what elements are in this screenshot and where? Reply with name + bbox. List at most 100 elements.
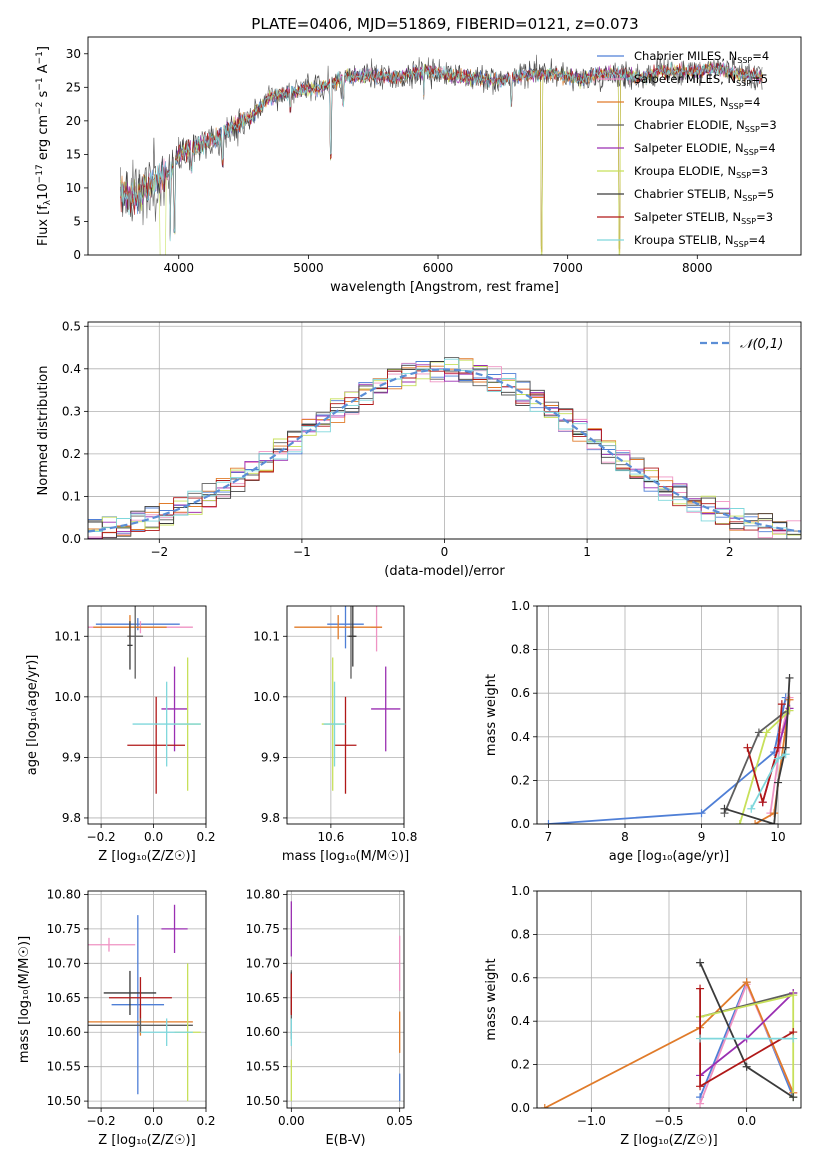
y-axis-label: mass [log₁₀(M/M☉)] [17,936,32,1063]
massweight-marker [540,1104,549,1108]
x-tick-label: 10.8 [391,830,418,844]
legend-label: Kroupa STELIB, NSSP=4 [634,233,765,249]
spectrum-line [120,61,763,242]
massweight-marker [696,984,705,993]
y-tick-label: 10.50 [47,1094,81,1108]
y-tick-label: 10.55 [47,1060,81,1074]
massweight-marker [751,820,760,824]
y-tick-label: 5 [73,214,81,228]
spectrum-legend: Chabrier MILES, NSSP=4 Salpeter MILES, NS… [597,49,777,249]
y-tick-label: 10.55 [246,1060,280,1074]
x-tick-label: 10 [770,830,785,844]
massweight-marker [720,804,729,813]
massweight-marker [696,1082,705,1091]
x-tick-label: 0.2 [196,830,215,844]
legend-label: Chabrier STELIB, NSSP=5 [634,187,774,203]
y-tick-label: 0.4 [62,362,81,376]
massweight-marker [789,1093,798,1102]
massweight-line [544,980,795,1108]
plot-area [540,958,798,1108]
age-vs-mass-panel: 10.6 10.8 9.8 9.9 10.0 10.1 mass [log₁₀(M/M☉)] [253,605,418,864]
axes-frame [286,605,405,825]
y-tick-label: 0.5 [62,319,81,333]
x-tick-label: 0.0 [737,1114,756,1128]
y-tick-label: 10.80 [47,887,81,901]
x-tick-label: 9 [698,830,706,844]
plot-area [88,357,801,539]
y-tick-label: 10.75 [47,922,81,936]
plot-area [88,606,201,794]
x-tick-label: 10.6 [318,830,345,844]
x-tick-label: −0.2 [87,1114,116,1128]
legend-label: Chabrier MILES, NSSP=4 [634,49,769,65]
y-tick-label: 25 [66,80,81,94]
y-tick-label: 10.60 [47,1025,81,1039]
massweight-marker [785,673,794,682]
x-tick-label: 0.05 [386,1114,413,1128]
y-tick-label: 0.2 [511,1058,530,1072]
x-tick-label: 8 [621,830,629,844]
y-tick-label: 10.70 [246,956,280,970]
massweight-marker [774,743,783,752]
axes-frame [87,605,207,825]
x-tick-label: 7000 [552,261,583,275]
y-axis-label: mass weight [484,958,499,1040]
plot-area [544,673,794,824]
x-tick-label: 0.0 [144,830,163,844]
x-tick-label: 0.0 [144,1114,163,1128]
y-tick-label: 0.0 [511,1101,530,1115]
y-tick-label: 10.1 [54,629,81,643]
y-tick-label: 1.0 [511,599,530,613]
x-tick-label: 1 [583,545,591,559]
y-tick-label: 9.9 [62,750,81,764]
legend-label: Salpeter STELIB, NSSP=3 [634,210,773,226]
legend-label: Kroupa ELODIE, NSSP=3 [634,164,768,180]
x-axis-label: wavelength [Angstrom, rest frame] [330,280,559,295]
residual-histogram [88,370,801,539]
y-tick-label: 10.60 [246,1025,280,1039]
y-tick-label: 10 [66,181,81,195]
mass-vs-ebv-panel: 0.00 0.05 10.50 10.55 10.60 10.65 10.70 10.75 10… [246,887,413,1148]
x-axis-label: E(B-V) [325,1133,365,1148]
mass-vs-metallicity-panel: −0.2 0.0 0.2 10.50 10.55 10.60 10.65 10.70 10.75… [17,887,216,1148]
legend-label: Salpeter ELODIE, NSSP=4 [634,141,776,157]
y-tick-label: 10.50 [246,1094,280,1108]
axes-frame [87,890,207,1109]
x-axis-label: age [log₁₀(age/yr)] [609,849,730,864]
massweight-marker [781,750,790,759]
x-tick-label: −2 [150,545,168,559]
massweight-vs-metallicity-panel: −1.0 −0.5 0.0 0.0 0.2 0.4 0.6 0.8 1.0 Z [log₁₀(Z/… [484,884,802,1148]
y-tick-label: 9.8 [62,811,81,825]
y-axis-label: age [log₁₀(age/yr)] [25,655,40,776]
x-axis-label: mass [log₁₀(M/M☉)] [282,849,409,864]
x-tick-label: 8000 [682,261,713,275]
massweight-marker [758,798,767,807]
x-tick-label: 5000 [293,261,324,275]
massweight-marker [696,1034,705,1043]
y-tick-label: 1.0 [511,884,530,898]
y-tick-label: 10.65 [47,991,81,1005]
massweight-marker [762,728,771,737]
massweight-marker [697,809,706,818]
y-tick-label: 0.2 [62,447,81,461]
legend-label: Salpeter MILES, NSSP=5 [634,72,768,88]
x-tick-label: −0.2 [87,830,116,844]
y-tick-label: 0.4 [511,730,530,744]
y-tick-label: 9.8 [261,811,280,825]
massweight-marker [544,820,553,824]
y-tick-label: 10.65 [246,991,280,1005]
y-axis-label: mass weight [484,674,499,756]
y-axis-label: Normed distribution [36,366,51,496]
y-tick-label: 0.2 [511,773,530,787]
y-tick-label: 0.0 [62,532,81,546]
y-tick-label: 0.3 [62,404,81,418]
y-tick-label: 0.4 [511,1014,530,1028]
x-tick-label: 0 [441,545,449,559]
massweight-marker [789,991,798,1000]
y-tick-label: 9.9 [261,750,280,764]
x-tick-label: −1.0 [577,1114,606,1128]
x-tick-label: 0.2 [196,1114,215,1128]
massweight-marker [774,754,783,763]
x-tick-label: 7 [545,830,553,844]
y-tick-label: 0.6 [511,971,530,985]
